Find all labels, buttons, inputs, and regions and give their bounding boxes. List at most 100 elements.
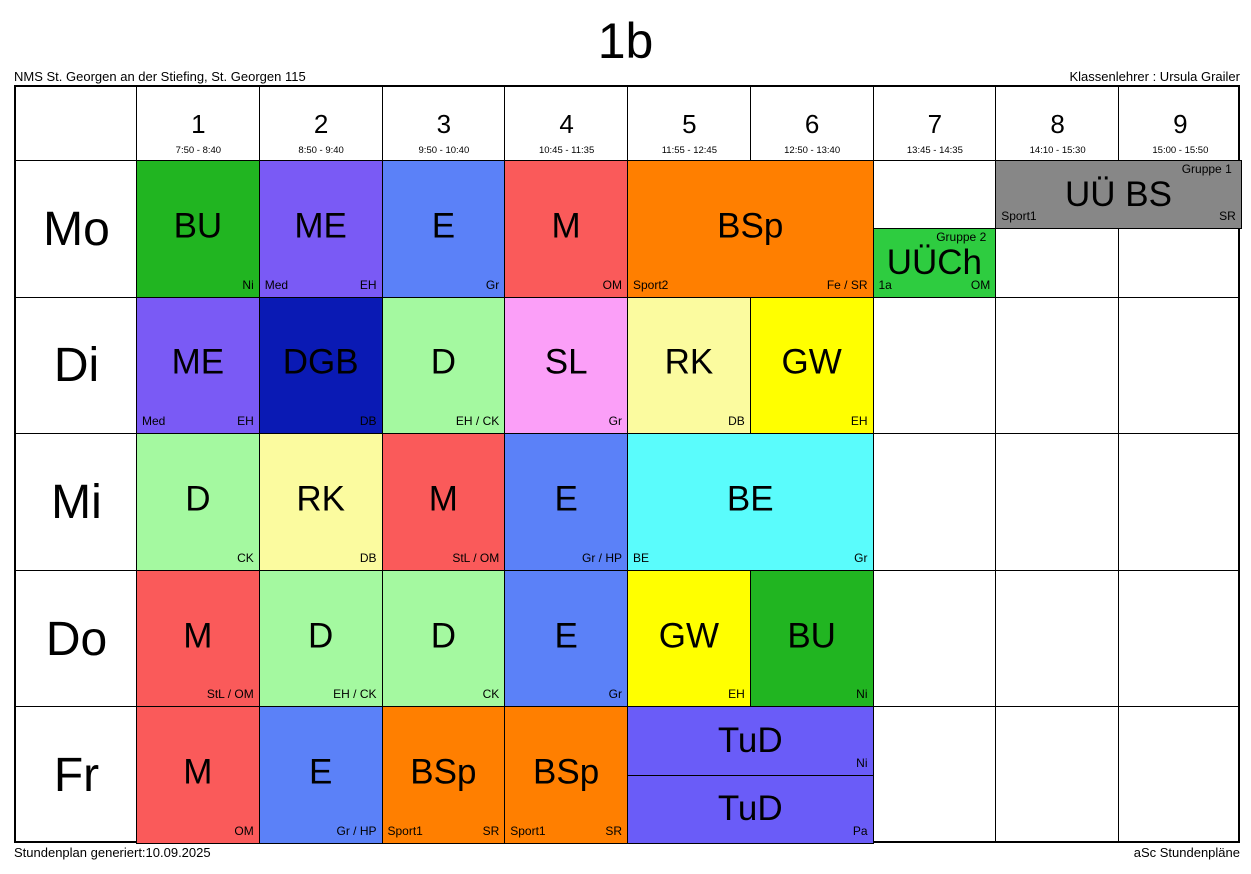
lesson-teacher: Ni	[242, 277, 254, 292]
lesson-subject: BSp	[533, 752, 600, 792]
lesson-subject: M	[183, 752, 213, 792]
lesson-subject: M	[428, 479, 458, 519]
lesson-teacher: EH	[237, 414, 254, 429]
lesson-cell[interactable]: RK DB	[627, 296, 751, 435]
lesson-teacher: Gr	[485, 277, 500, 292]
period-header: 4 10:45 - 11:35	[505, 87, 628, 161]
period-number: 9	[1173, 109, 1188, 139]
grid-line-vertical	[1118, 87, 1119, 841]
lesson-subject: RK	[296, 479, 345, 519]
period-time: 11:55 - 12:45	[661, 145, 718, 156]
lesson-teacher: Gr / HP	[336, 823, 377, 838]
lesson-cell[interactable]: RK DB	[258, 433, 383, 571]
lesson-subject: E	[554, 616, 578, 656]
day-label: Mo	[43, 202, 110, 256]
lesson-teacher: CK	[237, 550, 254, 565]
lesson-cell[interactable]: TuD Pa	[627, 774, 874, 844]
lesson-subject: D	[185, 479, 211, 519]
lesson-cell[interactable]: D CK	[381, 569, 506, 708]
lesson-room: Med	[264, 277, 289, 292]
lesson-teacher: CK	[482, 687, 500, 702]
lesson-teacher: SR	[482, 823, 500, 838]
lesson-cell[interactable]: M OM	[136, 706, 260, 844]
lesson-subject: BSp	[410, 752, 477, 792]
lesson-subject: BSp	[717, 206, 784, 246]
lesson-cell[interactable]: D CK	[136, 433, 260, 571]
lesson-cell[interactable]: SL Gr	[504, 296, 628, 435]
day-label: Di	[53, 339, 100, 393]
timetable-grid: 1 7:50 - 8:40 2 8:50 - 9:40 3 9:50 - 10:40 4 10…	[14, 85, 1242, 844]
lesson-subject: UÜCh	[886, 242, 983, 282]
lesson-subject: UÜ BS	[1065, 174, 1172, 214]
lesson-subject: BU	[787, 616, 836, 656]
lesson-cell[interactable]: BSp Sport2 Fe / SR	[627, 160, 874, 298]
lesson-group: Gruppe 2	[936, 230, 987, 245]
grid-line-vertical	[995, 87, 997, 841]
day-label: Fr	[53, 749, 100, 803]
lesson-room: Sport2	[633, 277, 669, 292]
period-header: 1 7:50 - 8:40	[137, 87, 260, 161]
lesson-cell[interactable]: GW EH	[627, 569, 751, 708]
lesson-cell[interactable]: DGB DB	[258, 296, 383, 435]
lesson-cell[interactable]: BU Ni	[749, 569, 874, 708]
period-time: 15:00 - 15:50	[1152, 145, 1209, 156]
lesson-subject: E	[431, 206, 456, 246]
lesson-cell[interactable]: E Gr	[504, 569, 628, 708]
lesson-room: Sport1	[387, 823, 423, 838]
lesson-subject: TuD	[717, 721, 783, 761]
lesson-teacher: Gr / HP	[581, 550, 622, 565]
period-header: 3 9:50 - 10:40	[383, 87, 506, 161]
lesson-cell[interactable]: BSp Sport1 SR	[504, 706, 628, 844]
lesson-subject: RK	[664, 343, 714, 383]
lesson-cell[interactable]: BE BE Gr	[627, 433, 874, 571]
lesson-teacher: Gr	[608, 414, 622, 429]
lesson-subject: DGB	[282, 343, 359, 383]
lesson-teacher: EH / CK	[455, 414, 500, 429]
class-teacher: Klassenlehrer : Ursula Grailer	[1069, 69, 1240, 84]
lesson-cell[interactable]: D EH / CK	[381, 296, 506, 435]
period-number: 7	[927, 109, 943, 139]
lesson-cell[interactable]: GW EH	[749, 296, 874, 435]
lesson-subject: ME	[171, 343, 225, 383]
lesson-teacher: EH / CK	[333, 687, 377, 702]
lesson-cell[interactable]: M OM	[504, 160, 628, 298]
lesson-teacher: OM	[970, 277, 991, 292]
lesson-group: Gruppe 1	[1181, 162, 1232, 176]
lesson-cell[interactable]: E Gr	[381, 160, 506, 298]
lesson-cell[interactable]: M StL / OM	[136, 569, 260, 708]
lesson-subject: BU	[173, 206, 223, 246]
lesson-subject: M	[551, 206, 581, 246]
lesson-subject: M	[183, 616, 213, 656]
period-time: 14:10 - 15:30	[1029, 145, 1086, 156]
lesson-cell[interactable]: BU Ni	[136, 160, 260, 298]
lesson-cell[interactable]: M StL / OM	[381, 433, 506, 571]
lesson-cell[interactable]: E Gr / HP	[504, 433, 628, 571]
period-number: 1	[191, 109, 206, 139]
lesson-room: 1a	[878, 277, 892, 292]
period-time: 8:50 - 9:40	[298, 145, 344, 156]
lesson-subject: D	[307, 616, 334, 656]
lesson-cell[interactable]: UÜ BS Sport1 SR Gruppe 1	[995, 160, 1242, 230]
lesson-subject: D	[430, 616, 457, 656]
lesson-teacher: StL / OM	[452, 550, 500, 565]
lesson-room: Med	[142, 414, 166, 429]
lesson-cell[interactable]: UÜCh 1a OM Gruppe 2	[872, 228, 997, 298]
lesson-teacher: DB	[359, 550, 377, 565]
lesson-cell[interactable]: TuD Ni	[627, 706, 874, 776]
lesson-subject: D	[430, 343, 457, 383]
lesson-cell[interactable]: E Gr / HP	[258, 706, 383, 844]
day-label: Do	[45, 612, 108, 666]
lesson-cell[interactable]: BSp Sport1 SR	[381, 706, 506, 844]
lesson-cell[interactable]: D EH / CK	[258, 569, 383, 708]
lesson-teacher: EH	[359, 277, 377, 292]
lesson-subject: ME	[294, 206, 347, 246]
page-title: 1b	[597, 13, 654, 69]
day-label: Mi	[51, 475, 102, 529]
period-number: 5	[682, 109, 697, 139]
period-header: 2 8:50 - 9:40	[260, 87, 383, 161]
lesson-cell[interactable]: ME Med EH	[136, 296, 260, 435]
lesson-cell[interactable]: ME Med EH	[258, 160, 383, 298]
lesson-subject: TuD	[717, 789, 783, 829]
lesson-teacher: Gr	[608, 687, 622, 702]
period-time: 10:45 - 11:35	[538, 145, 595, 156]
